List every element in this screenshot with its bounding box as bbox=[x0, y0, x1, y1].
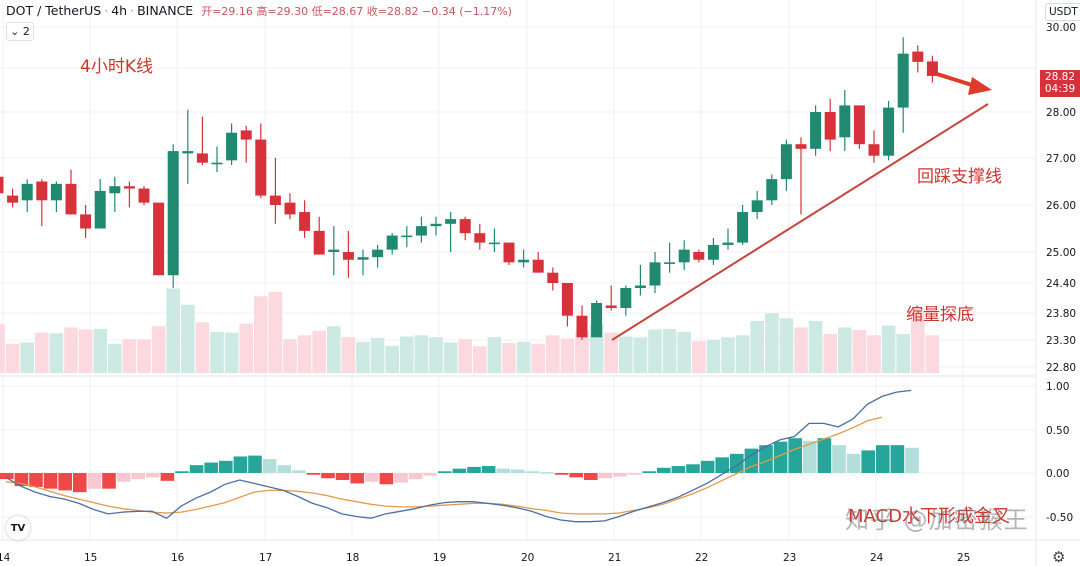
annotation-macd: MACD水下形成金叉 bbox=[848, 506, 1010, 527]
last-price-tag: 28.82 04:39 bbox=[1040, 70, 1080, 97]
currency-label[interactable]: USDT bbox=[1045, 3, 1080, 21]
svg-text:17: 17 bbox=[259, 552, 272, 564]
trend-arrow-icon bbox=[936, 72, 992, 95]
last-price: 28.82 bbox=[1044, 71, 1076, 83]
svg-text:19: 19 bbox=[433, 552, 446, 564]
symbol-header[interactable]: DOT / TetherUS · 4h · BINANCE 开=29.16 高=29.3… bbox=[6, 3, 512, 18]
svg-text:-0.50: -0.50 bbox=[1046, 512, 1073, 524]
settings-gear-icon[interactable]: ⚙ bbox=[1052, 548, 1066, 566]
svg-text:15: 15 bbox=[84, 552, 97, 564]
symbol-name[interactable]: DOT / TetherUS bbox=[6, 3, 102, 18]
svg-text:22.80: 22.80 bbox=[1046, 362, 1076, 374]
watermark: 知乎 @加密猴王 bbox=[845, 506, 1029, 534]
ohlc-values: 开=29.16 高=29.30 低=28.67 收=28.82 −0.34 (−… bbox=[201, 5, 512, 18]
indicator-collapse-button[interactable]: ⌄ 2 bbox=[6, 22, 34, 41]
candlestick-series bbox=[0, 37, 938, 340]
support-trendline bbox=[611, 103, 989, 341]
svg-text:22: 22 bbox=[695, 552, 708, 564]
svg-text:1.00: 1.00 bbox=[1046, 381, 1069, 393]
svg-text:28.00: 28.00 bbox=[1046, 107, 1076, 119]
bar-countdown: 04:39 bbox=[1044, 83, 1076, 95]
svg-text:27.00: 27.00 bbox=[1046, 153, 1076, 165]
svg-text:23.30: 23.30 bbox=[1046, 335, 1076, 347]
svg-text:16: 16 bbox=[171, 552, 185, 564]
macd-pane bbox=[0, 389, 919, 523]
annotation-volume: 缩量探底 bbox=[906, 305, 974, 325]
svg-text:0.00: 0.00 bbox=[1046, 468, 1069, 480]
svg-text:24: 24 bbox=[870, 552, 884, 564]
interval-label[interactable]: 4h bbox=[111, 3, 128, 18]
annotation-support: 回踩支撑线 bbox=[917, 167, 1002, 187]
annotation-title: 4小时K线 bbox=[80, 57, 153, 77]
volume-bars bbox=[0, 288, 940, 373]
svg-text:14: 14 bbox=[0, 552, 11, 564]
svg-text:25: 25 bbox=[957, 552, 970, 564]
axes: 30.00 28.00 27.00 26.00 25.00 24.40 23.80 23.30… bbox=[0, 22, 1076, 564]
svg-text:24.40: 24.40 bbox=[1046, 278, 1076, 290]
svg-text:25.00: 25.00 bbox=[1046, 247, 1076, 259]
svg-text:20: 20 bbox=[521, 552, 534, 564]
svg-text:0.50: 0.50 bbox=[1046, 425, 1069, 437]
tradingview-logo-icon[interactable]: TV bbox=[6, 516, 30, 540]
svg-text:23: 23 bbox=[783, 552, 796, 564]
svg-text:21: 21 bbox=[608, 552, 621, 564]
svg-text:18: 18 bbox=[346, 552, 359, 564]
svg-text:23.80: 23.80 bbox=[1046, 308, 1076, 320]
exchange-label: BINANCE bbox=[137, 3, 194, 18]
svg-text:26.00: 26.00 bbox=[1046, 200, 1076, 212]
svg-text:30.00: 30.00 bbox=[1046, 22, 1076, 34]
